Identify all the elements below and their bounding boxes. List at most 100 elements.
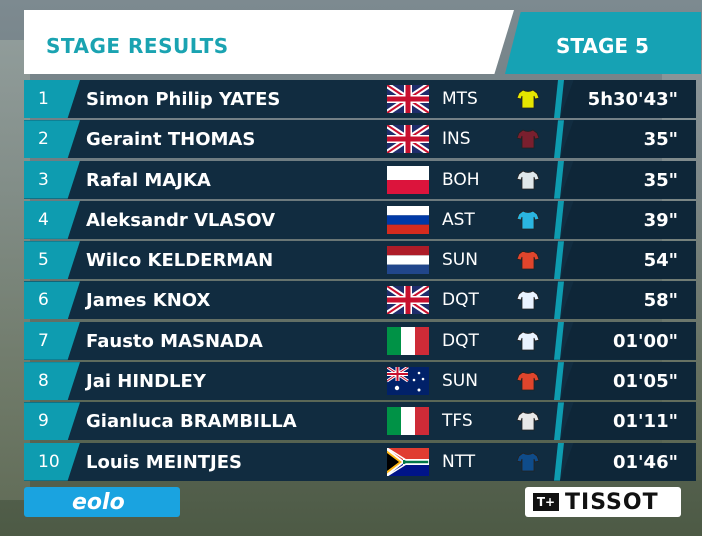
row-divider (554, 120, 564, 159)
result-row: 3 Rafal MAJKA BOH 35" (24, 160, 696, 199)
position-number: 5 (38, 250, 49, 271)
flag-icon-gb (387, 286, 429, 315)
flag-icon-au (387, 367, 429, 396)
stage-label: STAGE 5 (556, 34, 649, 58)
position-number: 10 (38, 451, 60, 472)
rider-name: Louis MEINTJES (86, 451, 243, 473)
eolo-logo-text: eolo (72, 490, 125, 515)
position-badge: 6 (24, 281, 80, 320)
jersey-cell (499, 120, 559, 159)
time-cell: 35" (560, 120, 696, 159)
finish-time: 01'05" (613, 371, 678, 393)
flag-icon-gb (387, 85, 429, 113)
jersey-cell (499, 281, 559, 320)
flag-icon-it (387, 407, 429, 436)
rider-name: Rafal MAJKA (86, 169, 211, 191)
flag-icon-ru (387, 205, 429, 234)
jersey-cell (499, 200, 559, 239)
jersey-cell (499, 241, 559, 280)
row-divider (554, 362, 564, 401)
jersey-icon-sun (516, 371, 540, 395)
stage-badge (505, 12, 701, 74)
row-divider (554, 442, 564, 481)
position-badge: 4 (24, 200, 80, 239)
jersey-icon-ast (516, 210, 540, 234)
time-cell: 01'05" (560, 362, 696, 401)
finish-time: 35" (643, 129, 678, 151)
result-row: 2 Geraint THOMAS INS 35" (24, 120, 696, 159)
jersey-cell (499, 442, 559, 481)
tissot-logo: T+ TISSOT (525, 487, 681, 517)
title-bar (24, 10, 514, 74)
flag-icon-pl (387, 165, 429, 194)
finish-time: 01'46" (613, 451, 678, 473)
finish-time: 01'11" (613, 411, 678, 433)
jersey-icon-tfs (516, 411, 540, 435)
result-row: 4 Aleksandr VLASOV AST 39" (24, 200, 696, 239)
flag-icon-nl (387, 246, 429, 275)
result-row: 10 Louis MEINTJES NTT 01'46" (24, 442, 696, 481)
rider-name: Jai HINDLEY (86, 371, 206, 393)
row-divider (554, 241, 564, 280)
results-title: STAGE RESULTS (46, 34, 229, 58)
rider-name: James KNOX (86, 290, 211, 312)
tissot-mark: T+ (533, 493, 559, 511)
jersey-cell (499, 402, 559, 441)
time-cell: 01'11" (560, 402, 696, 441)
jersey-icon-dqt (516, 290, 540, 314)
jersey-icon-mts (516, 89, 540, 113)
team-code: MTS (442, 89, 478, 109)
position-number: 7 (38, 330, 49, 351)
team-code: AST (442, 209, 475, 230)
jersey-cell (499, 362, 559, 401)
time-cell: 54" (560, 241, 696, 280)
position-badge: 1 (24, 80, 80, 118)
row-divider (554, 160, 564, 199)
time-cell: 01'46" (560, 442, 696, 481)
position-badge: 5 (24, 241, 80, 280)
tissot-logo-text: TISSOT (565, 490, 659, 515)
jersey-icon-ins (516, 129, 540, 153)
position-badge: 7 (24, 321, 80, 360)
time-cell: 5h30'43" (560, 80, 696, 118)
finish-time: 54" (643, 250, 678, 272)
team-code: NTT (442, 451, 476, 472)
rider-name: Aleksandr VLASOV (86, 209, 276, 231)
team-code: DQT (442, 290, 479, 311)
team-code: SUN (442, 250, 478, 271)
rider-name: Wilco KELDERMAN (86, 250, 274, 272)
position-number: 6 (38, 290, 49, 311)
row-divider (554, 321, 564, 360)
finish-time: 39" (643, 209, 678, 231)
row-divider (554, 281, 564, 320)
jersey-cell (499, 321, 559, 360)
jersey-icon-boh (516, 170, 540, 194)
position-badge: 8 (24, 362, 80, 401)
row-divider (554, 80, 564, 118)
jersey-icon-ntt (516, 452, 540, 476)
position-badge: 3 (24, 160, 80, 199)
jersey-cell (499, 80, 559, 118)
position-badge: 2 (24, 120, 80, 159)
finish-time: 5h30'43" (587, 89, 678, 110)
team-code: TFS (442, 411, 473, 432)
eolo-logo: eolo (24, 487, 180, 517)
finish-time: 35" (643, 169, 678, 191)
rider-name: Fausto MASNADA (86, 330, 263, 352)
rider-name: Gianluca BRAMBILLA (86, 411, 297, 433)
flag-icon-za (387, 447, 429, 476)
jersey-cell (499, 160, 559, 199)
rider-name: Simon Philip YATES (86, 89, 281, 110)
row-divider (554, 402, 564, 441)
position-badge: 9 (24, 402, 80, 441)
result-row: 6 James KNOX DQT 58" (24, 281, 696, 320)
time-cell: 39" (560, 200, 696, 239)
result-row: 1 Simon Philip YATES MTS 5h30'43" (24, 80, 696, 118)
position-number: 2 (38, 129, 49, 150)
rider-name: Geraint THOMAS (86, 129, 256, 151)
jersey-icon-sun (516, 250, 540, 274)
row-divider (554, 200, 564, 239)
result-row: 9 Gianluca BRAMBILLA TFS 01'11" (24, 402, 696, 441)
finish-time: 01'00" (613, 330, 678, 352)
flag-icon-gb (387, 125, 429, 154)
